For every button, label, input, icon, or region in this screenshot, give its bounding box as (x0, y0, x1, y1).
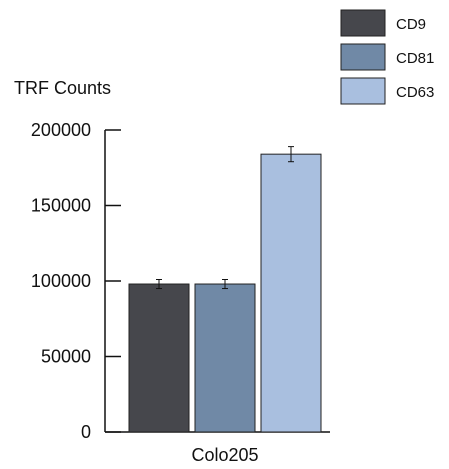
legend: CD9 CD81 CD63 (340, 9, 434, 105)
axes: 0 50000 100000 150000 200000 (31, 120, 330, 442)
y-tick-label: 0 (81, 422, 91, 442)
y-tick-label: 200000 (31, 120, 91, 140)
y-axis-title: TRF Counts (14, 78, 111, 98)
bar-cd9 (128, 283, 190, 433)
bar-cd63 (260, 153, 322, 433)
legend-swatch-cd81 (340, 43, 386, 71)
bar-cd81 (194, 283, 256, 433)
legend-swatch-cd63 (340, 77, 386, 105)
bars: Colo205 (128, 146, 322, 465)
legend-label-cd9: CD9 (396, 16, 426, 33)
legend-label-cd81: CD81 (396, 50, 434, 67)
legend-swatch-cd9 (340, 9, 386, 37)
y-tick-label: 50000 (41, 347, 91, 367)
x-category-label: Colo205 (191, 445, 258, 465)
y-tick-label: 100000 (31, 271, 91, 291)
legend-label-cd63: CD63 (396, 84, 434, 101)
y-tick-label: 150000 (31, 196, 91, 216)
